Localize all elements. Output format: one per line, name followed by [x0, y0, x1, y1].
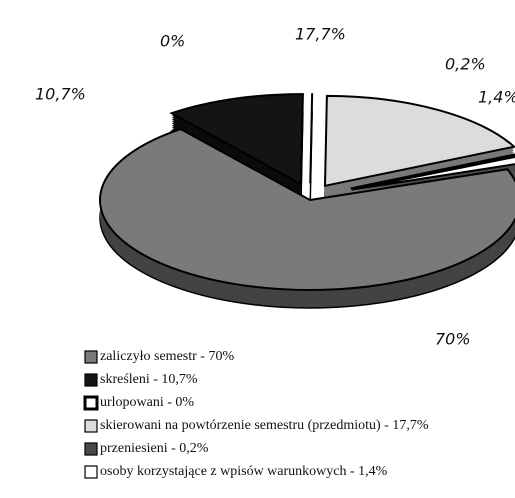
legend-label: zaliczyło semestr - 70% — [100, 349, 234, 364]
legend-swatch — [84, 419, 98, 433]
legend-swatch — [84, 442, 98, 456]
slice — [99, 127, 515, 291]
value-label: 17,7% — [295, 25, 346, 44]
value-label: 1,4% — [478, 88, 515, 107]
slice — [309, 93, 314, 184]
legend-label: osoby korzystające z wpisów warunkowych … — [100, 464, 388, 479]
value-label: 10,7% — [35, 85, 86, 104]
slice — [169, 93, 304, 186]
legend-swatch — [84, 350, 98, 364]
value-label: 70% — [435, 330, 471, 349]
legend-label: skreśleni - 10,7% — [100, 372, 198, 387]
legend-label: urlopowani - 0% — [100, 395, 194, 410]
slice — [323, 94, 515, 188]
legend-swatch — [84, 465, 98, 479]
legend-label: skierowani na powtórzenie semestru (prze… — [100, 418, 429, 433]
legend-swatch — [83, 395, 99, 411]
slice — [351, 155, 515, 191]
legend-swatch — [84, 373, 98, 387]
slice — [350, 153, 515, 190]
value-label: 0,2% — [445, 55, 486, 74]
value-label: 0% — [160, 32, 185, 51]
legend-label: przeniesieni - 0,2% — [100, 441, 209, 456]
